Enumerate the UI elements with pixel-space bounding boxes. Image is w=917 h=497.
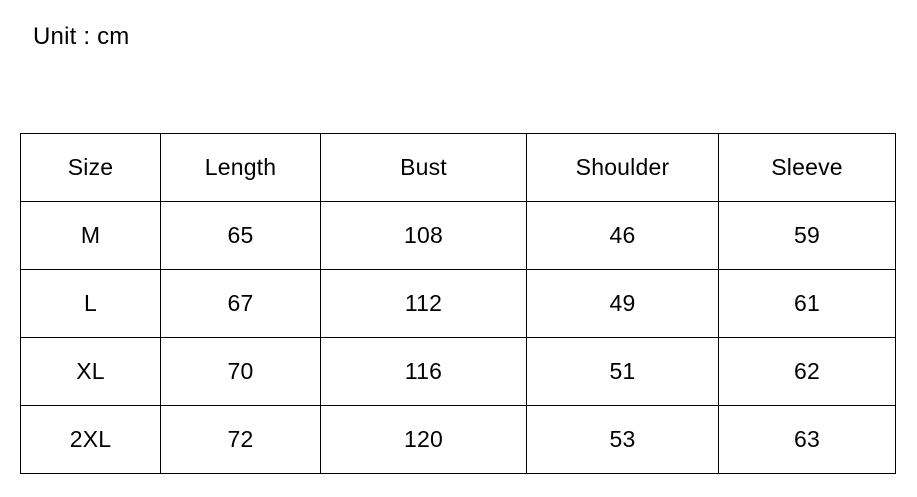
cell-sleeve: 63 xyxy=(718,405,896,474)
cell-bust: 108 xyxy=(320,201,527,270)
cell-length: 65 xyxy=(160,201,321,270)
cell-bust: 112 xyxy=(320,269,527,338)
cell-shoulder: 53 xyxy=(526,405,719,474)
table-row: M 65 108 46 59 xyxy=(20,201,896,270)
cell-bust: 120 xyxy=(320,405,527,474)
cell-bust: 116 xyxy=(320,337,527,406)
column-header-shoulder: Shoulder xyxy=(526,133,719,202)
table-row: 2XL 72 120 53 63 xyxy=(20,405,896,474)
cell-length: 72 xyxy=(160,405,321,474)
cell-length: 70 xyxy=(160,337,321,406)
cell-shoulder: 49 xyxy=(526,269,719,338)
column-header-size: Size xyxy=(20,133,161,202)
column-header-sleeve: Sleeve xyxy=(718,133,896,202)
unit-caption: Unit : cm xyxy=(33,23,130,50)
cell-size: 2XL xyxy=(20,405,161,474)
cell-length: 67 xyxy=(160,269,321,338)
size-chart-table-container: Size Length Bust Shoulder Sleeve M 65 10… xyxy=(20,133,896,474)
cell-sleeve: 61 xyxy=(718,269,896,338)
cell-sleeve: 62 xyxy=(718,337,896,406)
cell-shoulder: 46 xyxy=(526,201,719,270)
cell-size: XL xyxy=(20,337,161,406)
cell-sleeve: 59 xyxy=(718,201,896,270)
cell-size: L xyxy=(20,269,161,338)
table-row: XL 70 116 51 62 xyxy=(20,337,896,406)
table-header-row: Size Length Bust Shoulder Sleeve xyxy=(20,133,896,202)
cell-shoulder: 51 xyxy=(526,337,719,406)
size-chart-table: Size Length Bust Shoulder Sleeve M 65 10… xyxy=(20,133,896,474)
cell-size: M xyxy=(20,201,161,270)
column-header-bust: Bust xyxy=(320,133,527,202)
column-header-length: Length xyxy=(160,133,321,202)
table-row: L 67 112 49 61 xyxy=(20,269,896,338)
